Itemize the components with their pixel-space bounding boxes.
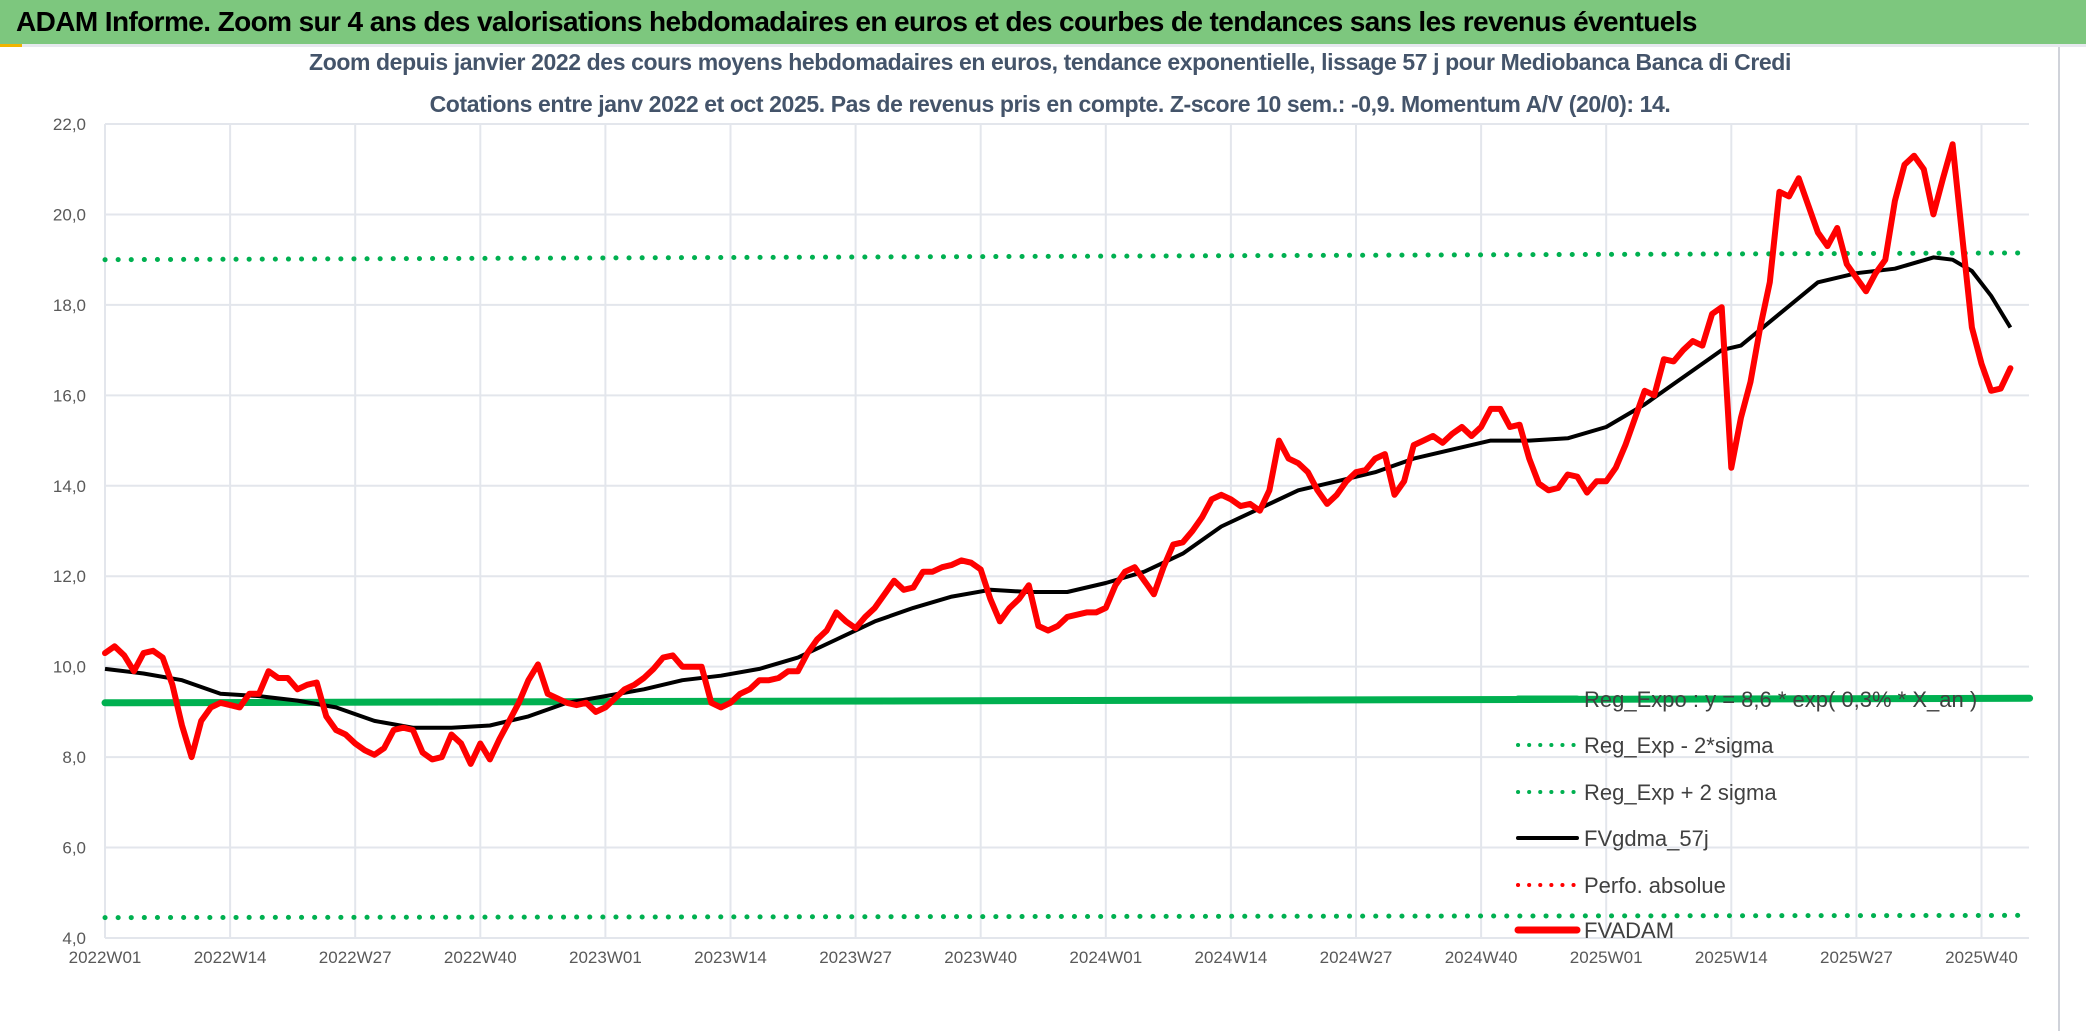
- legend-label: Reg_Exp + 2 sigma: [1584, 780, 1777, 805]
- legend-label: Reg_Exp - 2*sigma: [1584, 733, 1774, 758]
- y-tick-label: 12,0: [53, 567, 86, 586]
- legend-item: Perfo. absolue: [1516, 873, 1726, 898]
- x-tick-label: 2024W27: [1320, 948, 1393, 967]
- legend: Reg_Expo : y = 8,6 * exp( 0,3% * X_an ) R…: [1514, 687, 1977, 943]
- x-tick-label: 2022W01: [69, 948, 142, 967]
- y-tick-label: 8,0: [62, 748, 86, 767]
- y-tick-label: 4,0: [62, 929, 86, 948]
- x-tick-label: 2022W14: [194, 948, 267, 967]
- report-title: ADAM Informe. Zoom sur 4 ans des valoris…: [16, 6, 1697, 37]
- reg-plus-2sigma-line: [102, 250, 2033, 263]
- legend-label: FVADAM: [1584, 918, 1674, 943]
- legend-item: FVgdma_57j: [1516, 826, 1709, 851]
- reg-minus-2sigma-line: [102, 912, 2033, 921]
- fvgdma-57j-line: [104, 255, 2013, 730]
- legend-item: Reg_Expo : y = 8,6 * exp( 0,3% * X_an ): [1514, 687, 1977, 712]
- y-tick-label: 16,0: [53, 386, 86, 405]
- y-tick-label: 10,0: [53, 658, 86, 677]
- y-axis-ticks: 4,0 6,0 8,0 10,0 12,0 14,0 16,0 18,0 20,0 22,0: [53, 115, 86, 948]
- header-accent: [0, 44, 22, 47]
- y-tick-label: 14,0: [53, 477, 86, 496]
- x-tick-label: 2024W01: [1069, 948, 1142, 967]
- legend-label: Reg_Expo : y = 8,6 * exp( 0,3% * X_an ): [1584, 687, 1977, 712]
- x-tick-label: 2023W14: [694, 948, 767, 967]
- y-tick-label: 18,0: [53, 296, 86, 315]
- y-tick-label: 22,0: [53, 115, 86, 134]
- y-tick-label: 20,0: [53, 205, 86, 224]
- grid: [104, 123, 2029, 939]
- series-layer: [101, 141, 2034, 921]
- legend-item: Reg_Exp - 2*sigma: [1516, 733, 1774, 758]
- legend-item: FVADAM: [1514, 918, 1674, 943]
- reg-expo-line: [101, 694, 2034, 707]
- chart-title: Zoom depuis janvier 2022 des cours moyen…: [309, 49, 1791, 75]
- x-tick-label: 2025W01: [1570, 948, 1643, 967]
- x-axis-ticks: 2022W01 2022W14 2022W27 2022W40 2023W01 2023W…: [69, 948, 2018, 967]
- report-header: ADAM Informe. Zoom sur 4 ans des valoris…: [0, 0, 2086, 47]
- legend-label: FVgdma_57j: [1584, 826, 1709, 851]
- chart-subtitle: Cotations entre janv 2022 et oct 2025. P…: [430, 91, 1671, 117]
- y-tick-label: 6,0: [62, 839, 86, 858]
- x-tick-label: 2025W27: [1820, 948, 1893, 967]
- x-tick-label: 2023W40: [944, 948, 1017, 967]
- x-tick-label: 2024W14: [1195, 948, 1268, 967]
- chart-frame-border: [2058, 47, 2060, 1031]
- x-tick-label: 2024W40: [1445, 948, 1518, 967]
- fvadam-line: [102, 141, 2014, 767]
- x-tick-label: 2025W14: [1695, 948, 1768, 967]
- x-tick-label: 2022W40: [444, 948, 517, 967]
- legend-item: Reg_Exp + 2 sigma: [1516, 780, 1777, 805]
- legend-label: Perfo. absolue: [1584, 873, 1726, 898]
- x-tick-label: 2025W40: [1945, 948, 2018, 967]
- x-tick-label: 2022W27: [319, 948, 392, 967]
- x-tick-label: 2023W01: [569, 948, 642, 967]
- x-tick-label: 2023W27: [819, 948, 892, 967]
